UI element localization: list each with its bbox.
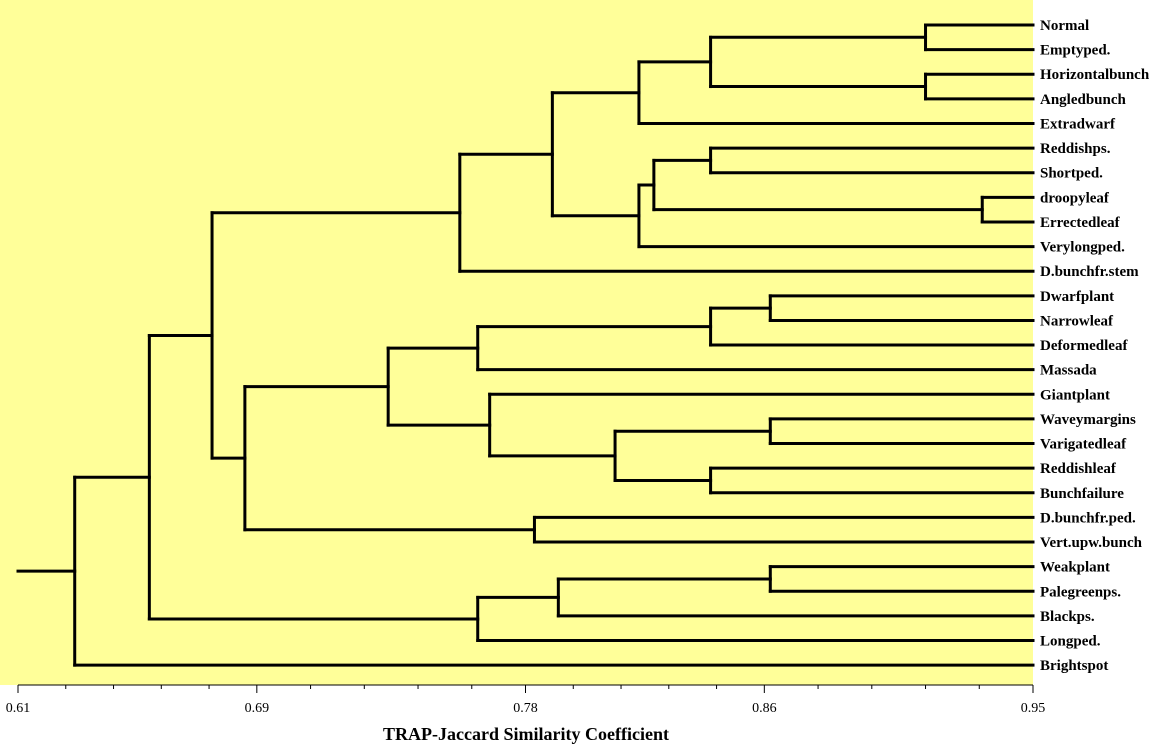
tick-label: 0.61 <box>6 701 31 716</box>
leaf-label: Emptyped. <box>1040 43 1111 59</box>
leaf-label: Narrowleaf <box>1040 313 1114 329</box>
leaf-label: Horizontalbunch <box>1040 67 1150 83</box>
leaf-label: Massada <box>1040 363 1097 379</box>
leaf-label: Palegreenps. <box>1040 584 1121 600</box>
leaf-label: D.bunchfr.ped. <box>1040 510 1136 526</box>
leaf-label: Extradwarf <box>1040 116 1116 132</box>
leaf-label: Bunchfailure <box>1040 486 1124 502</box>
tick-label: 0.95 <box>1021 701 1046 716</box>
leaf-label: Angledbunch <box>1040 92 1127 108</box>
leaf-label: Reddishps. <box>1040 141 1111 157</box>
tick-label: 0.69 <box>245 701 270 716</box>
x-axis-title: TRAP-Jaccard Similarity Coefficient <box>383 724 669 744</box>
leaf-labels: Normal Emptyped. Horizontalbunch Angledbunc… <box>1040 18 1150 674</box>
leaf-label: Normal <box>1040 18 1089 34</box>
leaf-label: Dwarfplant <box>1040 289 1114 305</box>
leaf-label: Shortped. <box>1040 166 1103 182</box>
leaf-label: Brightspot <box>1040 658 1108 674</box>
leaf-label: Giantplant <box>1040 387 1110 403</box>
leaf-label: Weakplant <box>1040 560 1110 576</box>
leaf-label: droopyleaf <box>1040 190 1110 206</box>
tick-label: 0.86 <box>752 701 777 716</box>
leaf-label: Varigatedleaf <box>1040 437 1127 453</box>
leaf-label: Verylongped. <box>1040 240 1125 256</box>
leaf-label: Vert.upw.bunch <box>1040 535 1143 551</box>
tick-label: 0.78 <box>513 701 538 716</box>
leaf-label: Longped. <box>1040 634 1101 650</box>
x-axis-ticks: 0.61 0.69 0.78 0.86 0.95 <box>6 685 1046 716</box>
dendrogram-branches <box>16 23 1035 667</box>
leaf-label: Blackps. <box>1040 609 1095 625</box>
leaf-label: Errectedleaf <box>1040 215 1121 231</box>
leaf-label: D.bunchfr.stem <box>1040 264 1139 280</box>
plot-background <box>0 0 1033 685</box>
leaf-label: Waveymargins <box>1040 412 1136 428</box>
leaf-label: Deformedleaf <box>1040 338 1128 354</box>
leaf-label: Reddishleaf <box>1040 461 1117 477</box>
